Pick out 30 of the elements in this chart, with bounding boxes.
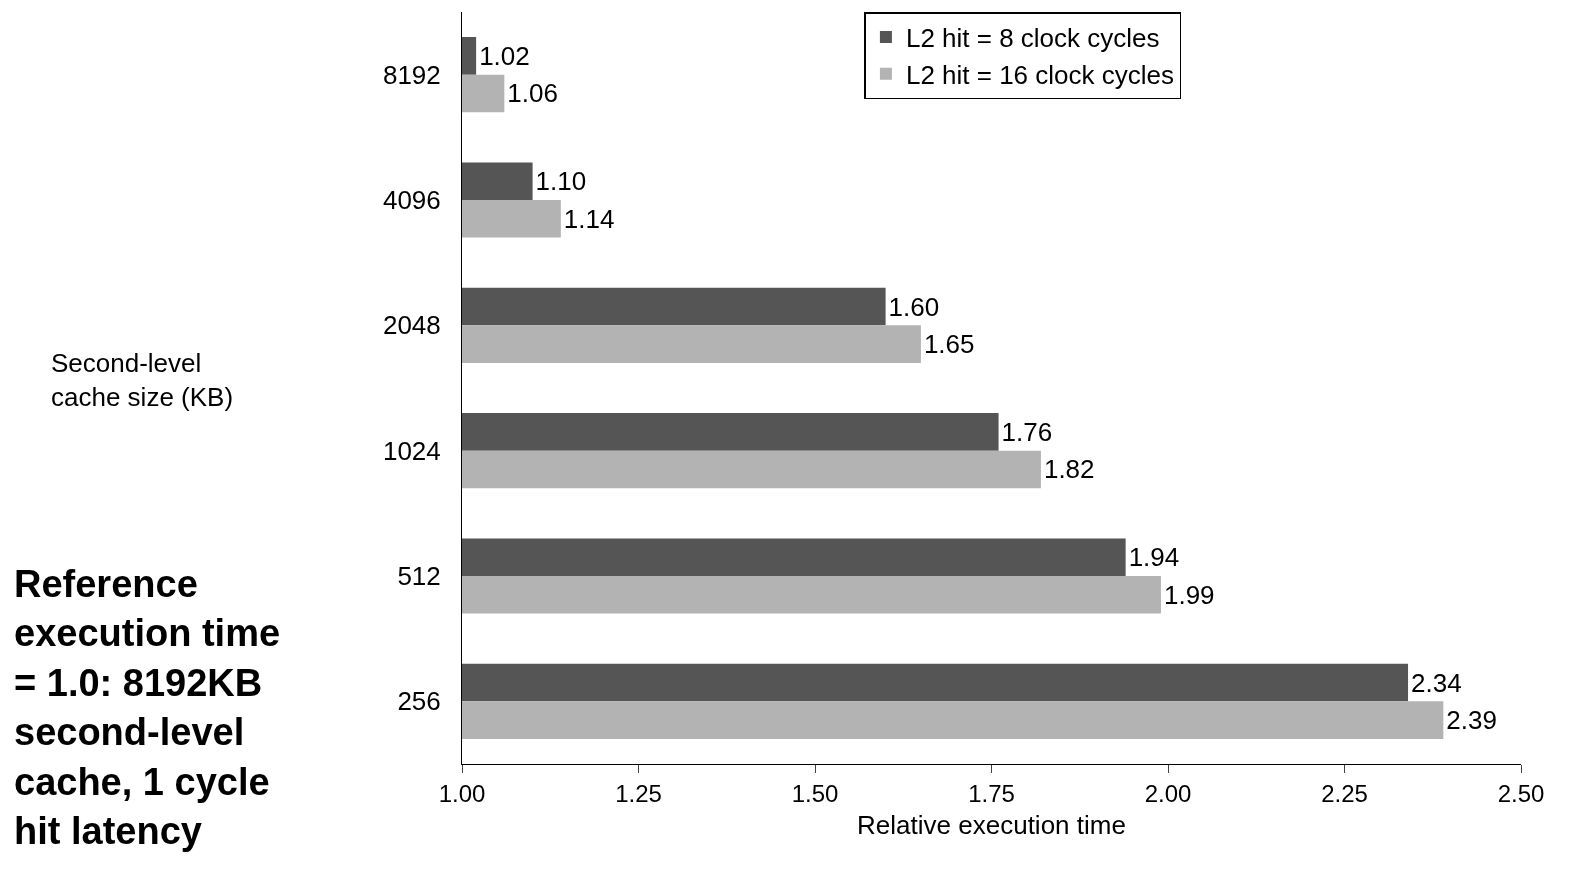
- data-label: 2.34: [1411, 667, 1462, 698]
- data-label: 1.60: [888, 291, 940, 322]
- data-label: 1.76: [1001, 416, 1053, 447]
- y-tick-label: 2048: [382, 310, 441, 341]
- data-label: 1.06: [507, 78, 558, 109]
- data-label: 2.39: [1446, 705, 1497, 736]
- y-tick-label: 4096: [382, 185, 441, 216]
- x-tick-label: 2.25: [1321, 779, 1368, 807]
- x-tick-label: 1.00: [438, 779, 486, 807]
- y-tick-label: 1024: [382, 435, 441, 466]
- x-tick-label: 1.50: [791, 779, 839, 807]
- legend-label: L2 hit = 16 clock cycles: [905, 59, 1174, 90]
- x-tick-label: 1.25: [615, 779, 662, 807]
- y-tick-label: 8192: [382, 59, 441, 90]
- y-tick-label: 256: [397, 686, 441, 717]
- x-tick-label: 2.50: [1497, 779, 1545, 807]
- data-label: 1.14: [563, 203, 615, 234]
- data-label: 1.02: [479, 40, 530, 71]
- x-axis-title: Relative execution time: [857, 810, 1126, 841]
- legend-label: L2 hit = 8 clock cycles: [905, 23, 1160, 54]
- data-label: 1.65: [923, 329, 975, 360]
- data-label: 1.99: [1163, 579, 1215, 610]
- data-label: 1.94: [1128, 542, 1180, 573]
- text: Second-level cache size (KB): [51, 348, 234, 412]
- y-tick-label: 512: [397, 561, 441, 592]
- x-tick-label: 2.00: [1144, 779, 1192, 807]
- data-label: 1.10: [535, 166, 587, 197]
- text: Reference execution time = 1.0: 8192KB second-level cache, 1 cycle hit latency: [14, 563, 281, 852]
- x-tick-label: 1.75: [968, 779, 1015, 807]
- data-label: 1.82: [1043, 454, 1095, 485]
